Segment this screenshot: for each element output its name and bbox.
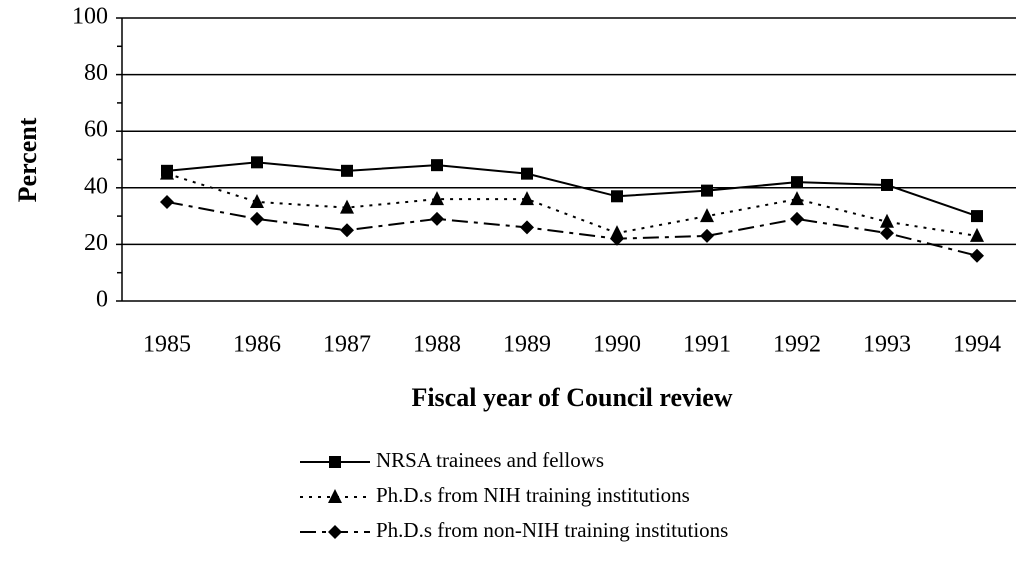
y-axis-label: Percent — [13, 117, 42, 202]
marker — [250, 193, 264, 208]
marker — [251, 156, 263, 169]
marker — [520, 191, 534, 206]
marker — [700, 228, 714, 243]
legend-marker — [328, 489, 342, 503]
marker — [701, 184, 713, 197]
x-tick-label: 1988 — [413, 332, 461, 358]
marker — [250, 211, 264, 226]
x-tick-label: 1993 — [863, 332, 911, 358]
marker — [160, 194, 174, 209]
marker — [971, 210, 983, 223]
legend-label: Ph.D.s from non-NIH training institution… — [376, 518, 728, 542]
marker — [790, 191, 804, 206]
marker — [791, 176, 803, 189]
marker — [430, 211, 444, 226]
legend-marker — [329, 456, 341, 468]
marker — [970, 227, 984, 242]
y-tick-label: 60 — [84, 117, 108, 143]
marker — [430, 191, 444, 206]
marker — [881, 178, 893, 191]
marker — [341, 164, 353, 177]
y-tick-label: 0 — [96, 287, 108, 313]
marker — [970, 248, 984, 263]
marker — [521, 167, 533, 180]
legend-label: Ph.D.s from NIH training institutions — [376, 483, 690, 507]
marker — [431, 159, 443, 172]
marker — [520, 220, 534, 235]
x-tick-label: 1991 — [683, 332, 731, 358]
series-line — [166, 200, 978, 257]
marker — [610, 231, 624, 246]
x-tick-label: 1994 — [953, 332, 1001, 358]
x-tick-label: 1987 — [323, 332, 371, 358]
x-tick-label: 1990 — [593, 332, 641, 358]
marker — [880, 213, 894, 228]
y-tick-label: 80 — [84, 60, 108, 86]
marker — [700, 208, 714, 223]
marker — [880, 226, 894, 241]
y-tick-label: 100 — [72, 4, 108, 30]
legend-marker — [328, 525, 342, 539]
y-tick-label: 20 — [84, 230, 108, 256]
x-tick-label: 1992 — [773, 332, 821, 358]
y-tick-label: 40 — [84, 173, 108, 199]
series-line — [166, 161, 978, 218]
marker — [340, 223, 354, 238]
marker — [611, 190, 623, 203]
x-axis-label: Fiscal year of Council review — [411, 383, 732, 412]
legend-label: NRSA trainees and fellows — [376, 448, 604, 472]
x-tick-label: 1985 — [143, 332, 191, 358]
marker — [160, 165, 174, 180]
x-tick-label: 1989 — [503, 332, 551, 358]
marker — [790, 211, 804, 226]
x-tick-label: 1986 — [233, 332, 281, 358]
marker — [340, 199, 354, 214]
